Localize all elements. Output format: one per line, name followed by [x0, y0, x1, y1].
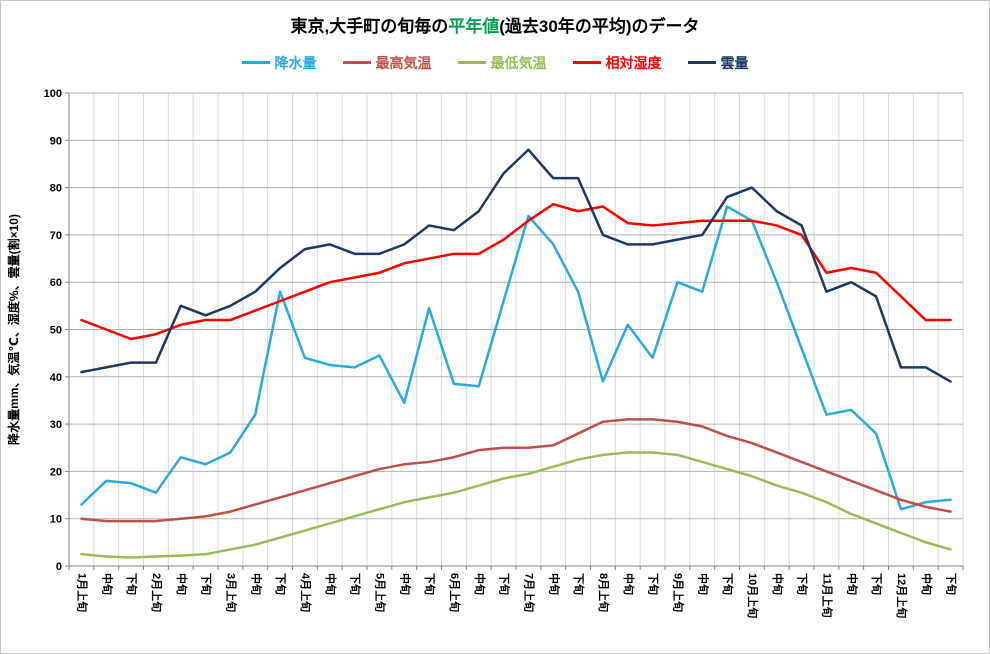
legend-item-min-temperature: 最低気温 — [457, 53, 547, 73]
legend-label-relative-humidity: 相対湿度 — [605, 54, 662, 71]
series-line-cloud-cover — [80, 148, 952, 383]
series-line-min-temperature — [80, 451, 952, 559]
y-axis-tick-label: 80 — [50, 183, 62, 195]
y-axis-tick-label: 90 — [50, 135, 62, 147]
x-axis-label: 3月上旬 — [224, 573, 238, 612]
x-axis-label: 12月上旬 — [895, 573, 909, 618]
chart-title-part: 東京,大手町の旬毎の — [290, 17, 449, 36]
x-axis-label: 中旬 — [845, 573, 859, 595]
y-axis-tick-label: 0 — [56, 561, 62, 573]
x-axis-label: 中旬 — [920, 573, 934, 595]
y-axis-tick-label: 100 — [44, 88, 62, 100]
x-axis-label: 下旬 — [572, 573, 586, 595]
legend-line-sample-min-temperature — [457, 61, 486, 64]
x-axis-label: 10月上旬 — [746, 573, 760, 618]
x-axis-label: 下旬 — [870, 573, 884, 595]
x-axis-label: 中旬 — [249, 573, 263, 595]
legend-line-sample-relative-humidity — [572, 61, 601, 64]
y-axis-tick-label: 70 — [50, 230, 62, 242]
x-axis-label: 下旬 — [200, 573, 214, 595]
x-axis-label: 中旬 — [100, 573, 114, 595]
legend-item-cloud-cover: 雲量 — [687, 53, 749, 73]
x-axis-label: 6月上旬 — [448, 573, 462, 612]
x-axis-label: 1月上旬 — [75, 573, 89, 612]
x-axis-label: 下旬 — [796, 573, 810, 595]
x-axis-label: 中旬 — [771, 573, 785, 595]
x-axis-label: 8月上旬 — [597, 573, 611, 612]
x-axis-label: 中旬 — [622, 573, 636, 595]
legend-line-sample-precipitation — [241, 61, 270, 64]
x-axis-label: 下旬 — [349, 573, 363, 595]
legend-line-sample-max-temperature — [342, 61, 371, 64]
x-axis-label: 4月上旬 — [299, 573, 313, 612]
x-axis-label: 中旬 — [175, 573, 189, 595]
chart-legend: 降水量 最高気温 最低気温 相対湿度 雲量 — [1, 51, 989, 73]
legend-line-sample-cloud-cover — [687, 61, 716, 64]
legend-label-max-temperature: 最高気温 — [375, 54, 432, 71]
x-axis-label: 下旬 — [721, 573, 735, 595]
x-axis-label: 下旬 — [945, 573, 959, 595]
chart-title-part: (過去30年の平均)のデータ — [499, 17, 700, 36]
x-axis-label: 下旬 — [125, 573, 139, 595]
chart-title: 東京,大手町の旬毎の平年値(過去30年の平均)のデータ — [1, 12, 989, 37]
y-axis-tick-label: 20 — [50, 466, 62, 478]
series-line-max-temperature — [80, 418, 952, 523]
x-axis-label: 5月上旬 — [373, 573, 387, 612]
x-axis-label: 中旬 — [696, 573, 710, 595]
y-axis-tick-label: 10 — [50, 514, 62, 526]
legend-label-precipitation: 降水量 — [274, 54, 317, 71]
series-line-precipitation — [80, 205, 952, 511]
legend-item-relative-humidity: 相対湿度 — [572, 53, 662, 73]
legend-item-max-temperature: 最高気温 — [342, 53, 432, 73]
x-axis-label: 2月上旬 — [150, 573, 164, 612]
x-axis-label: 9月上旬 — [671, 573, 685, 612]
x-axis-label: 7月上旬 — [522, 573, 536, 612]
y-axis-tick-label: 30 — [50, 419, 62, 431]
y-axis-tick-label: 60 — [50, 277, 62, 289]
x-axis-label: 中旬 — [398, 573, 412, 595]
x-axis-label: 中旬 — [547, 573, 561, 595]
legend-label-cloud-cover: 雲量 — [720, 54, 749, 71]
x-axis-label: 下旬 — [423, 573, 437, 595]
x-axis-label: 11月上旬 — [820, 573, 834, 618]
x-axis-label: 下旬 — [647, 573, 661, 595]
series-line-relative-humidity — [80, 202, 952, 341]
y-axis-title: 降水量mm、気温℃、湿度%、雲量(割×10) — [6, 214, 21, 445]
chart-title-highlight: 平年値 — [448, 17, 500, 36]
legend-label-min-temperature: 最低気温 — [490, 54, 547, 71]
legend-item-precipitation: 降水量 — [241, 53, 317, 73]
x-axis-label: 中旬 — [324, 573, 338, 595]
x-axis-label: 下旬 — [498, 573, 512, 595]
y-axis-tick-label: 40 — [50, 372, 62, 384]
x-axis-label: 下旬 — [274, 573, 288, 595]
y-axis-tick-label: 50 — [50, 325, 62, 337]
x-axis-label: 中旬 — [473, 573, 487, 595]
